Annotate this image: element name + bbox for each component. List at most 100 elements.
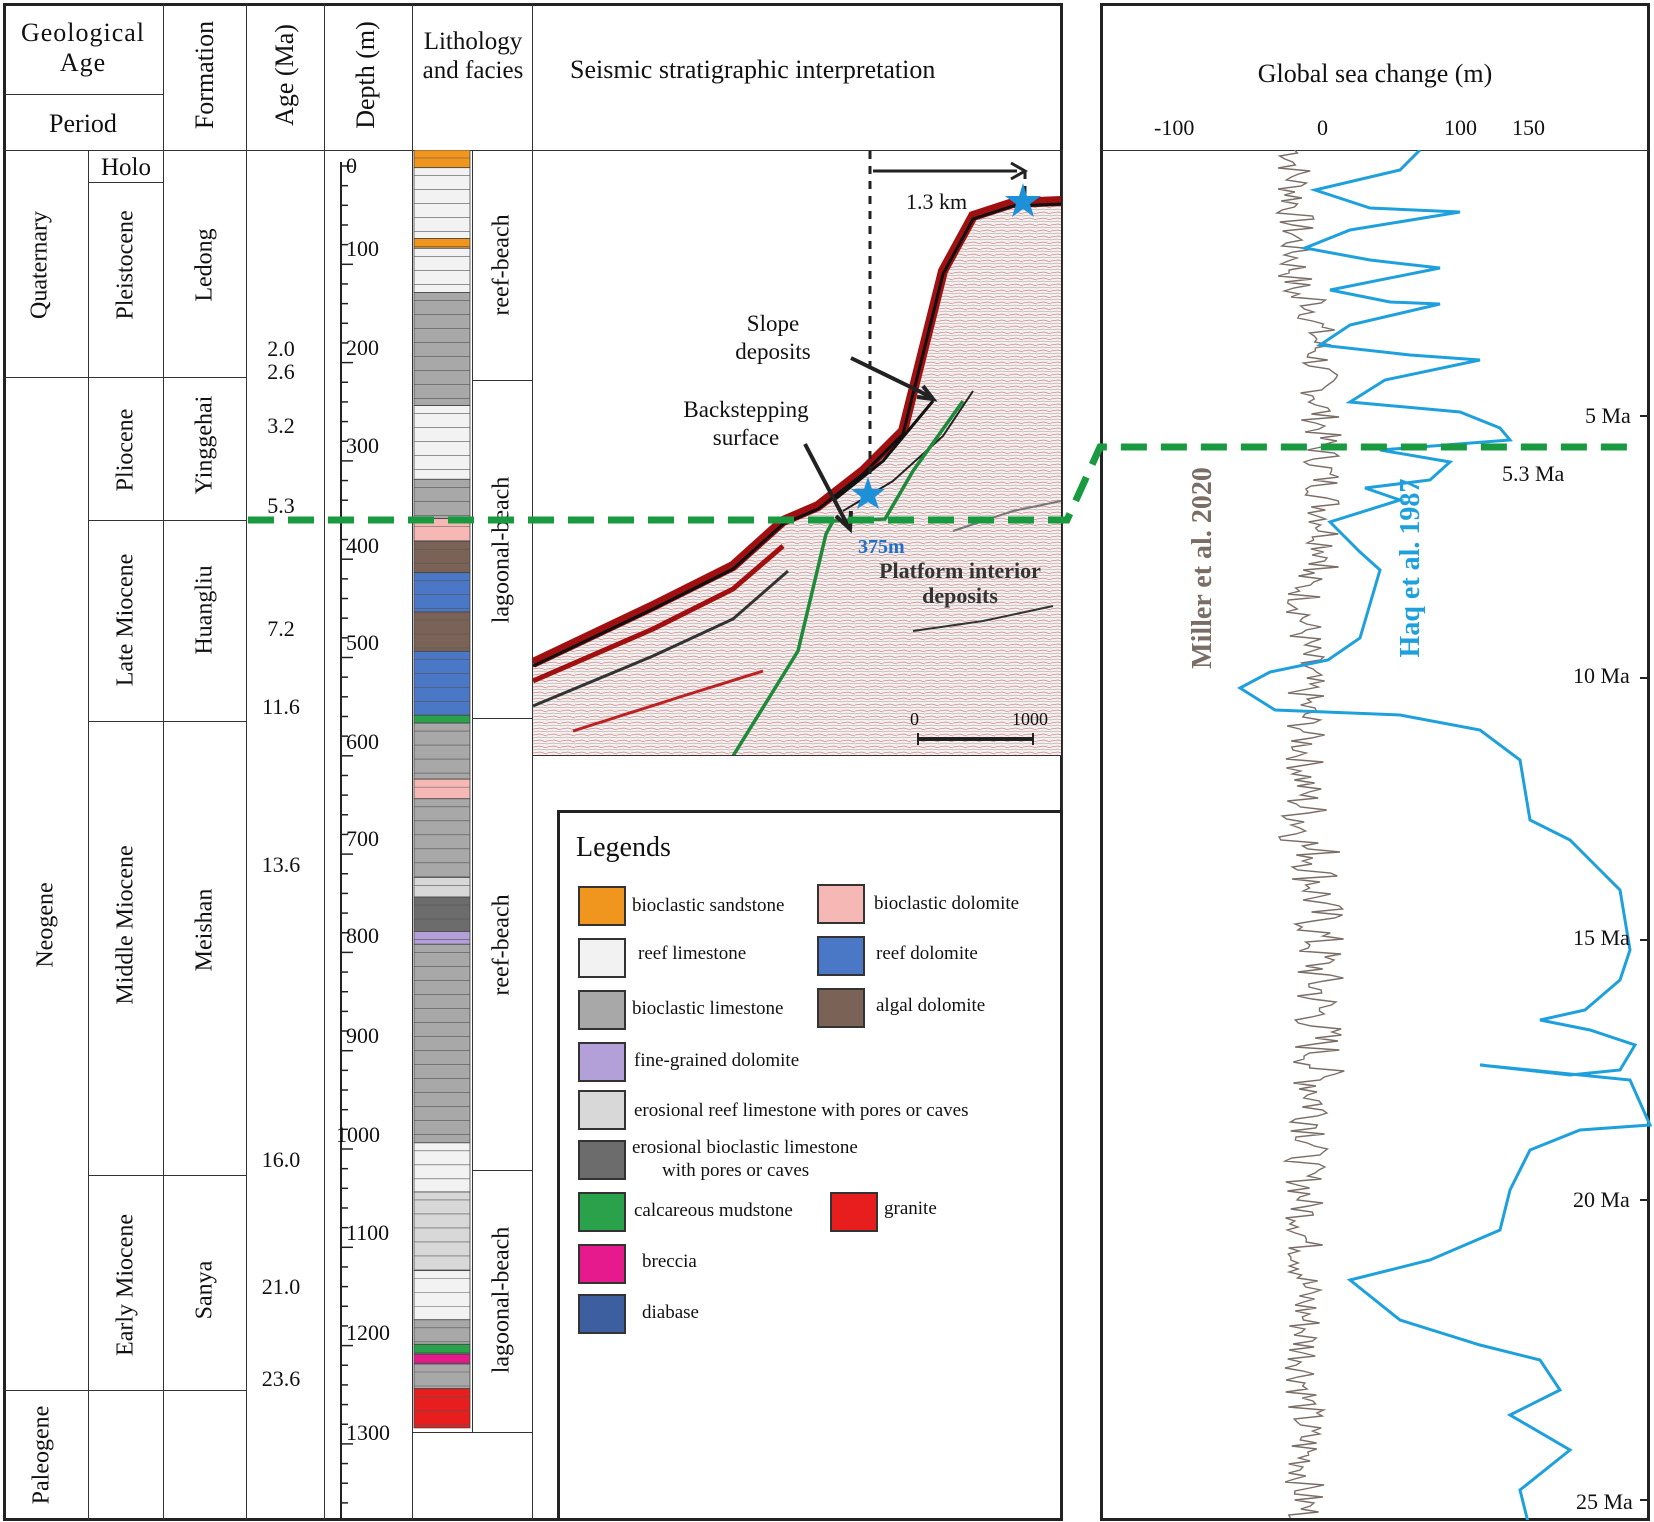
sea-header-line (1101, 150, 1649, 151)
lithology-unit (413, 478, 471, 520)
depth-label: 1200 (346, 1320, 390, 1345)
depth-label: 1100 (346, 1220, 390, 1245)
marker-label: 5.3 Ma (1502, 461, 1565, 486)
depth-label: 1300 (346, 1420, 390, 1445)
lithology-unit (413, 1319, 471, 1345)
scale-zero-label: 0 (910, 709, 919, 729)
lithology-unit (413, 650, 471, 716)
legend-label: breccia (642, 1251, 697, 1272)
lithology-unit (413, 1388, 471, 1429)
depth-label: 200 (346, 335, 379, 360)
lithology-unit (413, 572, 471, 613)
legend-title: Legends (576, 832, 671, 863)
depth-marker-label: 375m (858, 536, 905, 558)
depth-label: 500 (346, 630, 379, 655)
slope-deposits-label: Slope deposits (735, 311, 811, 364)
depth-label: 600 (346, 729, 379, 754)
depth-label: 700 (346, 826, 379, 851)
neogene-bottom-line (4, 1390, 163, 1391)
legend-swatch (578, 1294, 626, 1334)
age-label: 13.6 (261, 852, 301, 877)
divider-3 (246, 3, 247, 1520)
miller-curve (1274, 150, 1345, 1519)
distance-label: 1.3 km (906, 189, 968, 214)
seismic-header: Seismic stratigraphic interpretation (570, 55, 936, 84)
age-axis-label: 10 Ma (1573, 663, 1630, 688)
early-miocene-bottom-line (88, 1390, 246, 1391)
sea-level-chart (1237, 150, 1652, 1520)
facies-line (472, 718, 532, 719)
legend-swatch (817, 884, 865, 924)
legend-swatch (578, 938, 626, 978)
facies-left-line (472, 150, 473, 1432)
age-axis-label: 20 Ma (1573, 1187, 1630, 1212)
legend-label: fine-grained dolomite (634, 1050, 800, 1071)
legend-label: erosional reef limestone with pores or c… (634, 1100, 969, 1121)
legend-swatch (578, 1042, 626, 1082)
depth-label: 1000 (336, 1122, 380, 1147)
age-axis-label: 5 Ma (1585, 403, 1631, 428)
legend-label: reef limestone (638, 943, 747, 964)
legend-label: bioclastic dolomite (874, 893, 1020, 914)
period-header: Period (49, 109, 117, 138)
depth-label: 800 (346, 923, 379, 948)
legend-label: erosional bioclastic limestone (632, 1137, 858, 1158)
legend-label: algal dolomite (876, 995, 986, 1016)
early-miocene-top-line (88, 1175, 246, 1176)
depth-label: 400 (346, 533, 379, 558)
age-label: 21.0 (261, 1274, 301, 1299)
backstepping-label: Backstepping surface (683, 397, 809, 450)
age-axis-label: 15 Ma (1573, 925, 1630, 950)
lithology-unit (413, 292, 471, 406)
divider-2 (163, 3, 164, 1520)
legend-label-line2: with pores or caves (662, 1160, 810, 1181)
lithology-unit (413, 896, 471, 932)
legend-label: bioclastic sandstone (632, 895, 785, 916)
stratigraphic-column-frame (3, 3, 1063, 1521)
legend-swatch (578, 1140, 626, 1180)
legend-label: diabase (642, 1302, 699, 1323)
depth-label: 0 (346, 153, 357, 178)
legend-label: calcareous mudstone (634, 1200, 793, 1221)
holo-bottom-line (88, 182, 163, 183)
sea-tick-label: 0 (1317, 115, 1328, 140)
sea-level-frame (1100, 3, 1650, 1521)
lithology-unit (413, 167, 471, 239)
legend-swatch (817, 988, 865, 1028)
legend-swatch (578, 886, 626, 926)
facies-line (472, 380, 532, 381)
lithology-unit (413, 943, 471, 1144)
depth-scale (340, 162, 353, 1520)
lithology-strip (413, 150, 471, 1429)
age-label: 5.3 (267, 493, 295, 518)
lithology-unit (413, 722, 471, 780)
quaternary-bottom-line (4, 377, 163, 378)
legend-swatch (830, 1192, 878, 1232)
legend-label: reef dolomite (876, 943, 978, 964)
sea-tick-label: 100 (1444, 115, 1477, 140)
legend-swatch (578, 1090, 626, 1130)
lithology-unit (413, 1363, 471, 1389)
lithology-unit (413, 405, 471, 480)
sea-level-header: Global sea change (m) (1257, 59, 1493, 88)
sea-tick-label: -100 (1154, 115, 1195, 140)
seismic-section (533, 151, 1061, 756)
depth-label: 100 (346, 236, 379, 261)
age-label: 2.6 (267, 359, 295, 384)
legend-swatch (817, 936, 865, 976)
age-label: 3.2 (267, 413, 295, 438)
divider-6 (532, 3, 533, 1520)
legend-box (557, 810, 1063, 1521)
age-label: 7.2 (267, 616, 295, 641)
age-label: 11.6 (262, 694, 300, 719)
divider-5 (412, 3, 413, 1520)
geological-age-header: Geological Age (20, 18, 146, 77)
middle-miocene-top-line (88, 721, 246, 722)
legend-swatch (578, 990, 626, 1030)
divider-1 (88, 150, 89, 1520)
legend-swatch (578, 1244, 626, 1284)
age-axis-label: 25 Ma (1576, 1489, 1633, 1514)
seismic-bottom-line (533, 755, 1063, 756)
sea-tick-label: 150 (1512, 115, 1545, 140)
